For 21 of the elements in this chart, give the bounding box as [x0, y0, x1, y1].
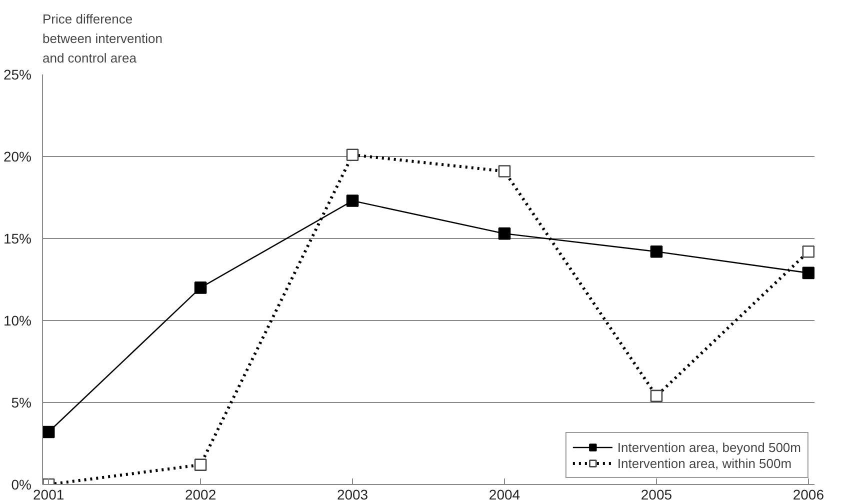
point	[650, 245, 663, 258]
x-tick-label: 2004	[488, 486, 520, 502]
point	[42, 426, 55, 438]
y-tick-label: 0%	[11, 476, 32, 492]
legend-label: Intervention area, within 500m	[617, 455, 792, 471]
y-tick-label: 20%	[3, 148, 32, 164]
point	[346, 194, 359, 207]
x-tick-label: 2001	[33, 486, 64, 502]
y-tick-label: 15%	[3, 230, 32, 246]
point	[802, 266, 814, 280]
x-tick-label: 2003	[336, 486, 368, 502]
y-axis-title: Price difference between intervention and control area	[42, 12, 162, 66]
y-tick-label: 5%	[11, 394, 32, 410]
point	[194, 282, 207, 294]
x-tick-label: 2002	[184, 486, 216, 502]
legend-label: Intervention area, beyond 500m	[617, 439, 801, 455]
y-tick-label: 10%	[3, 312, 32, 328]
x-tick-label: 2005	[640, 486, 672, 502]
y-tick-label: 25%	[3, 66, 32, 82]
point	[498, 227, 511, 240]
x-tick-label: 2006	[792, 486, 824, 502]
